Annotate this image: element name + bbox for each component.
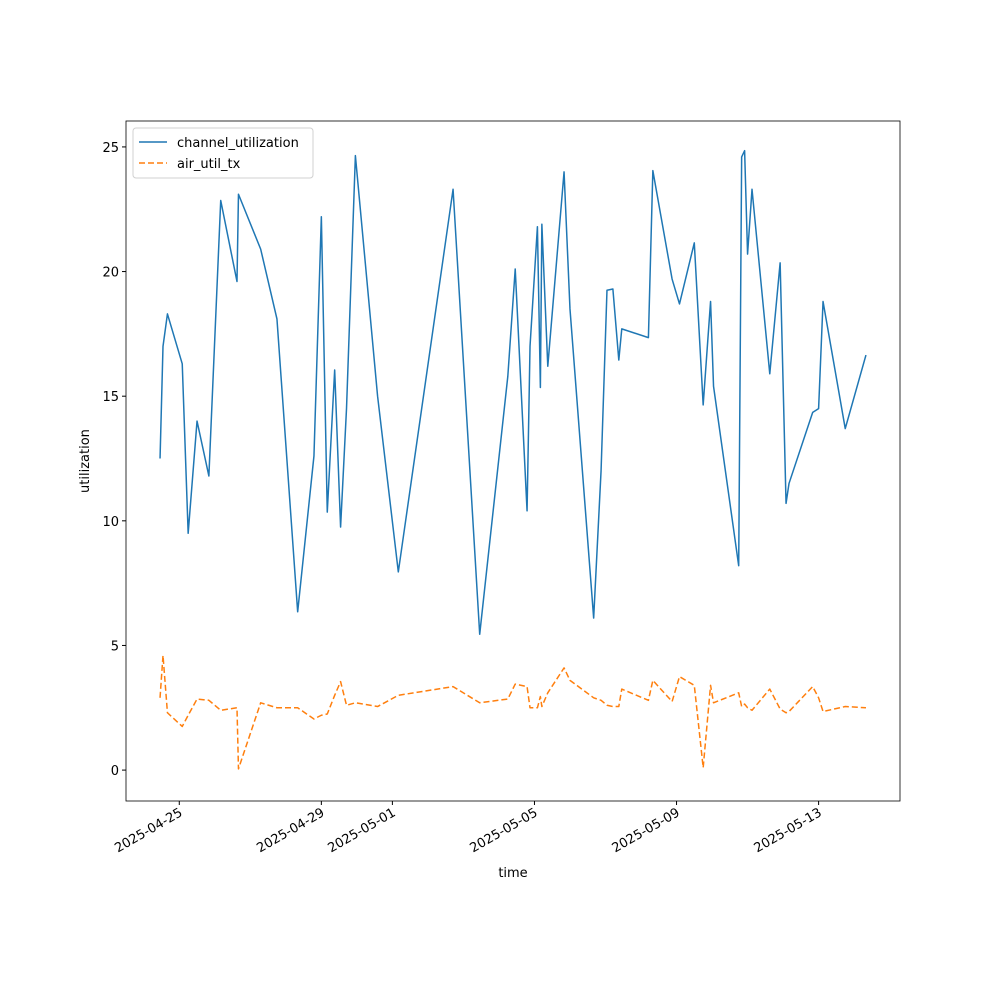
legend-label: air_util_tx	[177, 157, 241, 172]
series-line	[159, 149, 867, 635]
y-tick-label: 5	[111, 639, 119, 654]
y-tick-label: 20	[102, 266, 119, 281]
y-tick-label: 10	[102, 515, 119, 530]
series-line	[159, 654, 867, 770]
y-tick-label: 25	[102, 141, 119, 156]
plot-frame	[125, 120, 901, 802]
y-tick-label: 0	[111, 764, 119, 779]
legend-box	[132, 127, 314, 179]
x-axis-label: time	[498, 866, 527, 881]
y-axis-label: utilization	[78, 429, 93, 493]
legend-label: channel_utilization	[177, 136, 299, 151]
legend: channel_utilization air_util_tx	[132, 127, 314, 179]
y-tick-label: 15	[102, 390, 119, 405]
